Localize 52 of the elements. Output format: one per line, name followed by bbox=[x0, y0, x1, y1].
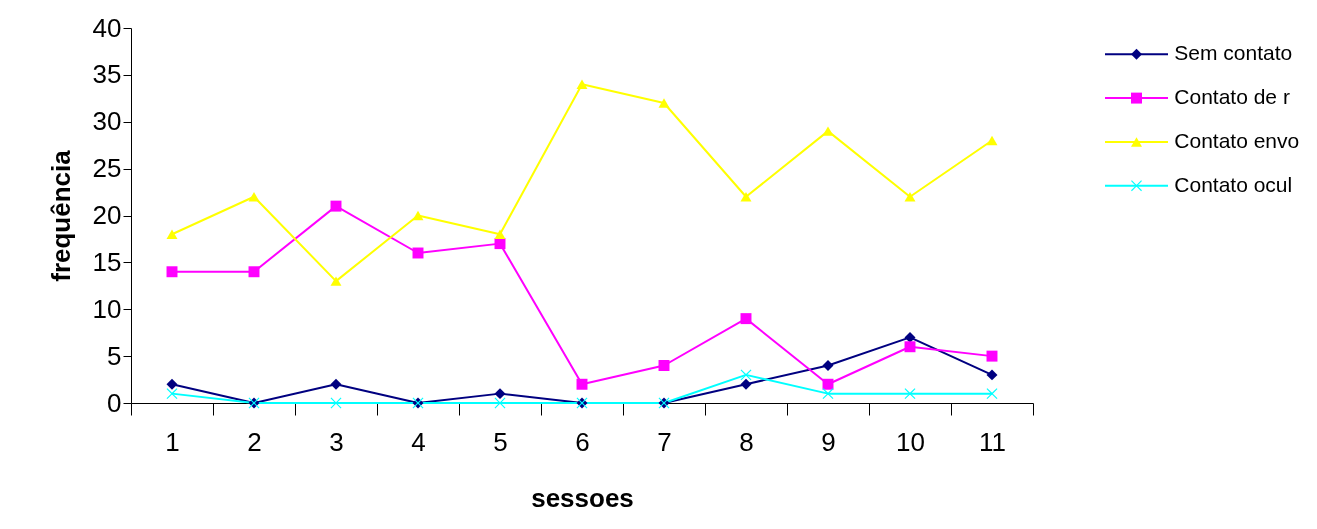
point bbox=[904, 331, 916, 343]
y-tick-label: 25 bbox=[92, 153, 122, 184]
x-tick-label: 9 bbox=[821, 426, 836, 457]
y-tick-label: 0 bbox=[107, 387, 122, 418]
point bbox=[330, 378, 342, 390]
point bbox=[494, 229, 506, 239]
point bbox=[166, 229, 178, 239]
point bbox=[658, 98, 670, 108]
point bbox=[494, 388, 506, 400]
y-axis-title: frequência bbox=[45, 149, 76, 282]
point bbox=[576, 79, 588, 89]
x-tick-label: 8 bbox=[739, 426, 754, 457]
x-tick-label: 11 bbox=[979, 426, 1006, 457]
x-tick-label: 10 bbox=[896, 426, 925, 457]
x-tick-label: 1 bbox=[165, 426, 180, 457]
y-tick-label: 40 bbox=[92, 12, 122, 43]
point bbox=[658, 360, 670, 371]
legend-label: Contato envo bbox=[1174, 128, 1300, 152]
point bbox=[822, 126, 834, 136]
point bbox=[740, 313, 752, 325]
point bbox=[740, 378, 752, 390]
y-tick-label: 30 bbox=[92, 106, 122, 137]
x-tick-label: 6 bbox=[575, 426, 590, 457]
point bbox=[986, 350, 998, 362]
x-axis-title: sessoes bbox=[531, 482, 634, 513]
y-tick-label: 35 bbox=[92, 59, 122, 90]
point bbox=[166, 388, 178, 400]
point bbox=[412, 210, 424, 221]
point bbox=[986, 369, 998, 381]
x-tick-label: 2 bbox=[247, 426, 262, 457]
legend-label: Sem contato bbox=[1174, 41, 1293, 65]
x-tick-label: 4 bbox=[411, 426, 426, 457]
x-tick-label: 7 bbox=[657, 426, 672, 457]
point bbox=[330, 200, 342, 212]
y-tick-label: 10 bbox=[92, 293, 122, 324]
point bbox=[986, 388, 998, 400]
point bbox=[904, 388, 916, 400]
point bbox=[904, 341, 916, 353]
x-tick-label: 5 bbox=[493, 426, 508, 457]
point bbox=[330, 276, 342, 286]
point bbox=[822, 388, 834, 400]
y-tick-label: 15 bbox=[92, 246, 122, 277]
legend-label: Contato de r bbox=[1174, 85, 1290, 109]
point bbox=[166, 378, 178, 390]
point bbox=[986, 135, 998, 146]
legend-label: Contato ocul bbox=[1174, 172, 1293, 196]
x-tick-label: 3 bbox=[329, 426, 344, 457]
point bbox=[248, 266, 260, 278]
y-tick-label: 20 bbox=[92, 200, 122, 230]
point bbox=[576, 378, 588, 390]
point bbox=[166, 266, 178, 278]
y-tick-label: 5 bbox=[107, 340, 122, 371]
